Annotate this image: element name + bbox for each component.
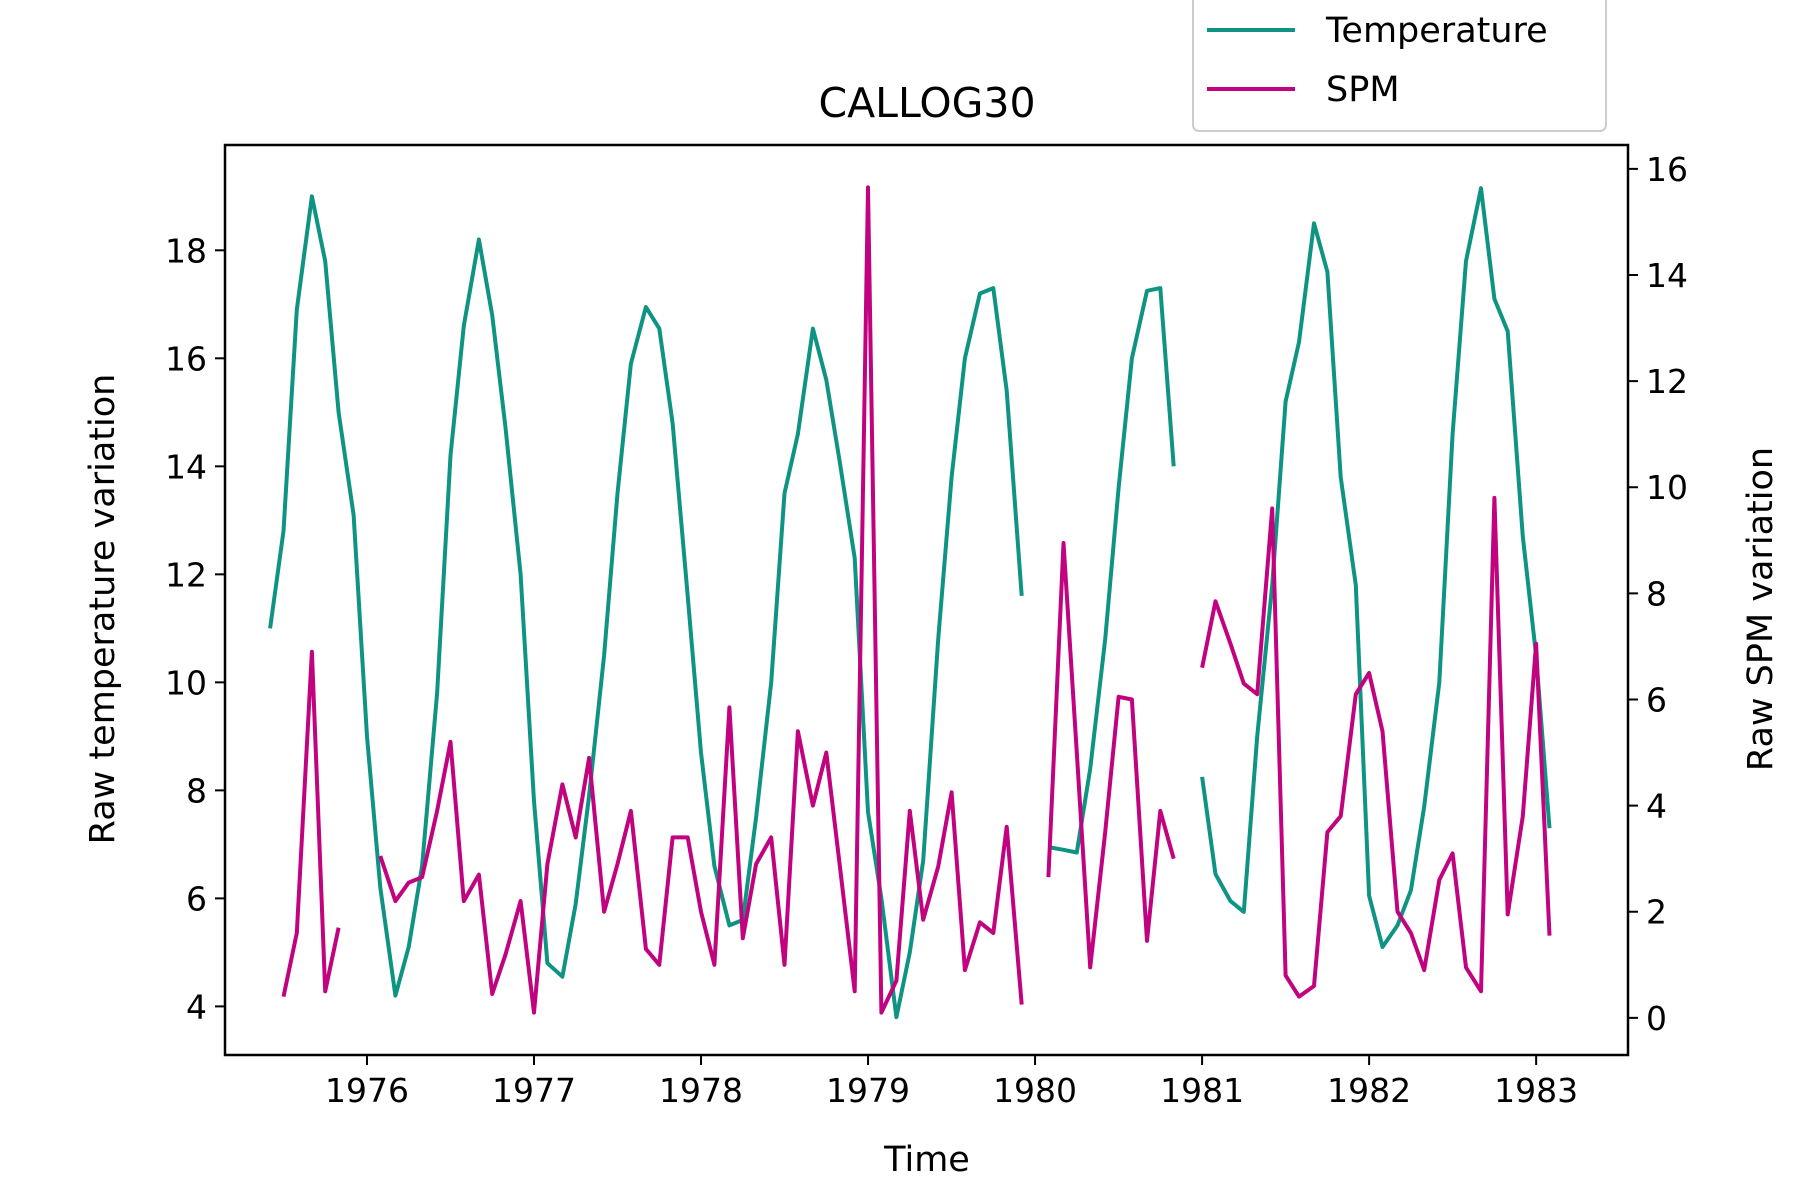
legend: Temperature SPM — [1192, 0, 1607, 132]
y-right-tick-label: 14 — [1646, 256, 1688, 295]
x-tick-label: 1983 — [1494, 1071, 1578, 1110]
x-tick-label: 1977 — [492, 1071, 576, 1110]
y-left-tick-label: 12 — [165, 555, 207, 594]
x-tick-label: 1980 — [993, 1071, 1077, 1110]
y-left-tick-label: 16 — [165, 339, 207, 378]
y-right-tick-label: 4 — [1646, 787, 1667, 826]
y-left-tick-label: 18 — [165, 231, 207, 270]
legend-label-temperature: Temperature — [1325, 11, 1548, 51]
y-left-tick-label: 14 — [165, 447, 207, 486]
y-right-tick-label: 6 — [1646, 680, 1667, 719]
spm-series-line — [1046, 541, 1176, 970]
y-right-tick-label: 16 — [1646, 150, 1688, 189]
x-tick-label: 1979 — [826, 1071, 910, 1110]
y-right-tick-label: 12 — [1646, 362, 1688, 401]
y-right-tick-label: 10 — [1646, 468, 1688, 507]
x-tick-label: 1976 — [325, 1071, 409, 1110]
y-right-tick-label: 0 — [1646, 999, 1667, 1038]
y-left-tick-label: 4 — [186, 987, 207, 1026]
chart-title: CALLOG30 — [818, 79, 1035, 127]
y-axis-left-label: Raw temperature variation — [83, 374, 123, 845]
spm-series-line — [378, 185, 1024, 1015]
legend-label-spm: SPM — [1326, 70, 1400, 110]
x-tick-label: 1981 — [1160, 1071, 1244, 1110]
y-left-tick-label: 6 — [186, 879, 207, 918]
y-axis-right-label: Raw SPM variation — [1741, 447, 1781, 771]
temperature-series-line — [268, 194, 1024, 1020]
y-right-tick-label: 8 — [1646, 574, 1667, 613]
y-left-tick-label: 10 — [165, 663, 207, 702]
legend-box — [1192, 0, 1607, 132]
y-left-tick-label: 8 — [186, 771, 207, 810]
y-axis-right: 0 2 4 6 8 10 12 14 16 — [1628, 150, 1688, 1038]
spm-series-line — [1200, 495, 1552, 999]
temperature-series-line — [1200, 186, 1552, 949]
plot-frame — [223, 143, 1630, 1057]
x-tick-label: 1982 — [1327, 1071, 1411, 1110]
x-tick-label: 1978 — [659, 1071, 743, 1110]
x-axis-label: Time — [883, 1140, 970, 1180]
spm-series-line — [281, 649, 341, 998]
temperature-series-line — [1048, 286, 1176, 855]
y-right-tick-label: 2 — [1646, 893, 1667, 932]
plot-lines — [268, 185, 1552, 1020]
y-axis-left: 4 6 8 10 12 14 16 18 — [165, 231, 225, 1026]
x-axis: 1976 1977 1978 1979 1980 1981 1982 1983 — [325, 1055, 1578, 1110]
